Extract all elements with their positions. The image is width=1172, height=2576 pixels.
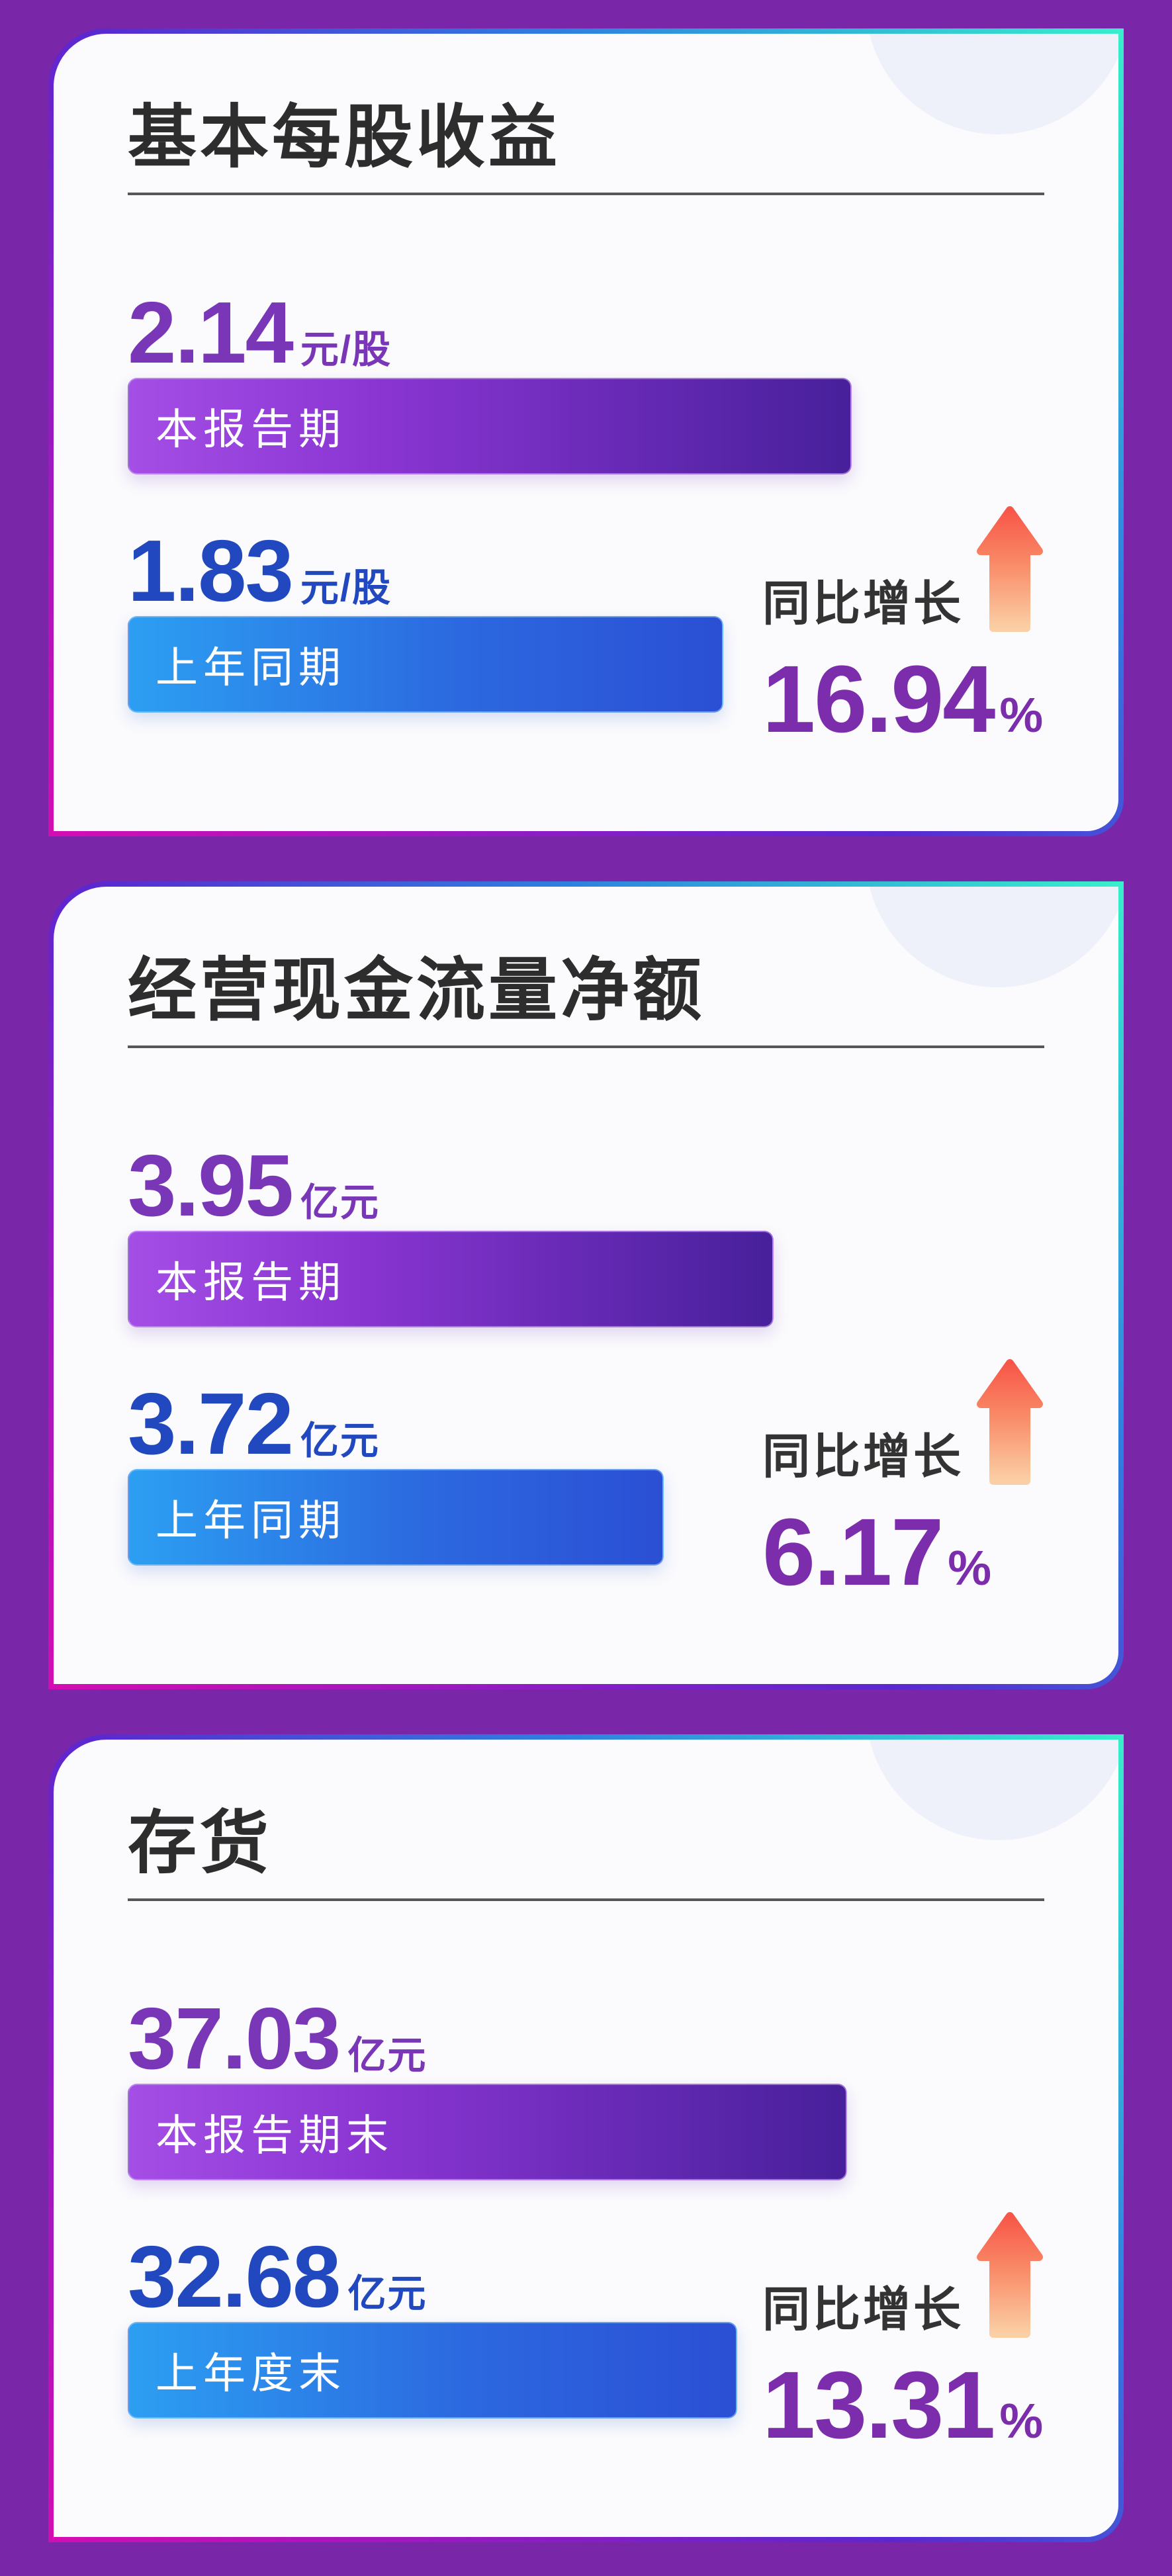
card-title: 存货 — [128, 1805, 273, 1882]
yoy-growth-value-row: 6.17 % — [762, 1505, 991, 1600]
title-divider — [128, 1045, 1044, 1049]
current-period-bar: 本报告期末 — [128, 2084, 848, 2181]
metric-card-eps: 基本每股收益 2.14 元/股 本报告期 1.83 元/股 上年同期 同比增长 — [48, 28, 1124, 836]
arrow-up-icon — [975, 2211, 1044, 2339]
previous-bar-label: 上年同期 — [156, 1497, 346, 1545]
current-unit: 元/股 — [300, 328, 392, 372]
yoy-growth-value: 6.17 — [762, 1499, 944, 1605]
card-content: 基本每股收益 2.14 元/股 本报告期 1.83 元/股 上年同期 同比增长 — [54, 34, 1118, 831]
previous-period-bar: 上年度末 — [128, 2322, 738, 2419]
yoy-growth-block: 同比增长 — [762, 1358, 1044, 1600]
arrow-up-icon — [975, 1358, 1044, 1486]
current-value-row: 37.03 亿元 — [128, 1995, 1044, 2082]
previous-value-row: 32.68 亿元 — [128, 2233, 1044, 2321]
previous-bar-label: 上年同期 — [156, 644, 346, 692]
yoy-growth-block: 同比增长 — [762, 505, 1044, 747]
current-value: 2.14 — [128, 284, 294, 382]
metric-card-inventory: 存货 37.03 亿元 本报告期末 32.68 亿元 上年度末 同比增长 — [48, 1734, 1124, 2542]
current-bar-label: 本报告期末 — [156, 2111, 394, 2160]
card-content: 存货 37.03 亿元 本报告期末 32.68 亿元 上年度末 同比增长 — [54, 1740, 1118, 2537]
yoy-growth-block: 同比增长 — [762, 2211, 1044, 2453]
yoy-growth-value: 16.94 — [762, 646, 995, 752]
current-value-row: 2.14 元/股 — [128, 289, 1044, 377]
yoy-growth-value: 13.31 — [762, 2352, 995, 2458]
yoy-growth-label: 同比增长 — [762, 578, 964, 631]
yoy-growth-label: 同比增长 — [762, 2284, 964, 2336]
previous-unit: 亿元 — [347, 2272, 428, 2316]
yoy-growth-header: 同比增长 — [762, 505, 1044, 633]
yoy-growth-label: 同比增长 — [762, 1431, 964, 1484]
current-value: 37.03 — [128, 1990, 341, 2088]
yoy-growth-value-row: 13.31 % — [762, 2358, 1043, 2453]
previous-value: 1.83 — [128, 522, 294, 620]
previous-value: 3.72 — [128, 1375, 294, 1473]
title-divider — [128, 193, 1044, 196]
current-unit: 亿元 — [300, 1181, 380, 1225]
arrow-up-icon — [975, 505, 1044, 633]
card-title: 基本每股收益 — [128, 99, 561, 176]
previous-bar-label: 上年度末 — [156, 2350, 346, 2398]
previous-unit: 元/股 — [300, 566, 392, 610]
card-content: 经营现金流量净额 3.95 亿元 本报告期 3.72 亿元 上年同期 同比增长 — [54, 887, 1118, 1684]
previous-period-bar: 上年同期 — [128, 616, 724, 713]
yoy-growth-value-row: 16.94 % — [762, 652, 1043, 747]
current-bar-label: 本报告期 — [156, 1259, 346, 1307]
previous-value-row: 1.83 元/股 — [128, 527, 1044, 615]
yoy-growth-percent: % — [999, 688, 1044, 742]
current-period-bar: 本报告期 — [128, 1231, 774, 1328]
previous-value-row: 3.72 亿元 — [128, 1380, 1044, 1468]
yoy-growth-header: 同比增长 — [762, 1358, 1044, 1486]
previous-period-bar: 上年同期 — [128, 1469, 664, 1566]
title-divider — [128, 1898, 1044, 1902]
yoy-growth-percent: % — [999, 2393, 1044, 2448]
current-period-bar: 本报告期 — [128, 378, 852, 475]
previous-value: 32.68 — [128, 2228, 341, 2326]
metric-card-cashflow: 经营现金流量净额 3.95 亿元 本报告期 3.72 亿元 上年同期 同比增长 — [48, 881, 1124, 1689]
current-value: 3.95 — [128, 1137, 294, 1235]
current-bar-label: 本报告期 — [156, 406, 346, 454]
current-unit: 亿元 — [347, 2034, 428, 2078]
card-title: 经营现金流量净额 — [128, 952, 705, 1029]
current-value-row: 3.95 亿元 — [128, 1142, 1044, 1229]
yoy-growth-header: 同比增长 — [762, 2211, 1044, 2339]
yoy-growth-percent: % — [948, 1540, 992, 1595]
previous-unit: 亿元 — [300, 1419, 380, 1463]
